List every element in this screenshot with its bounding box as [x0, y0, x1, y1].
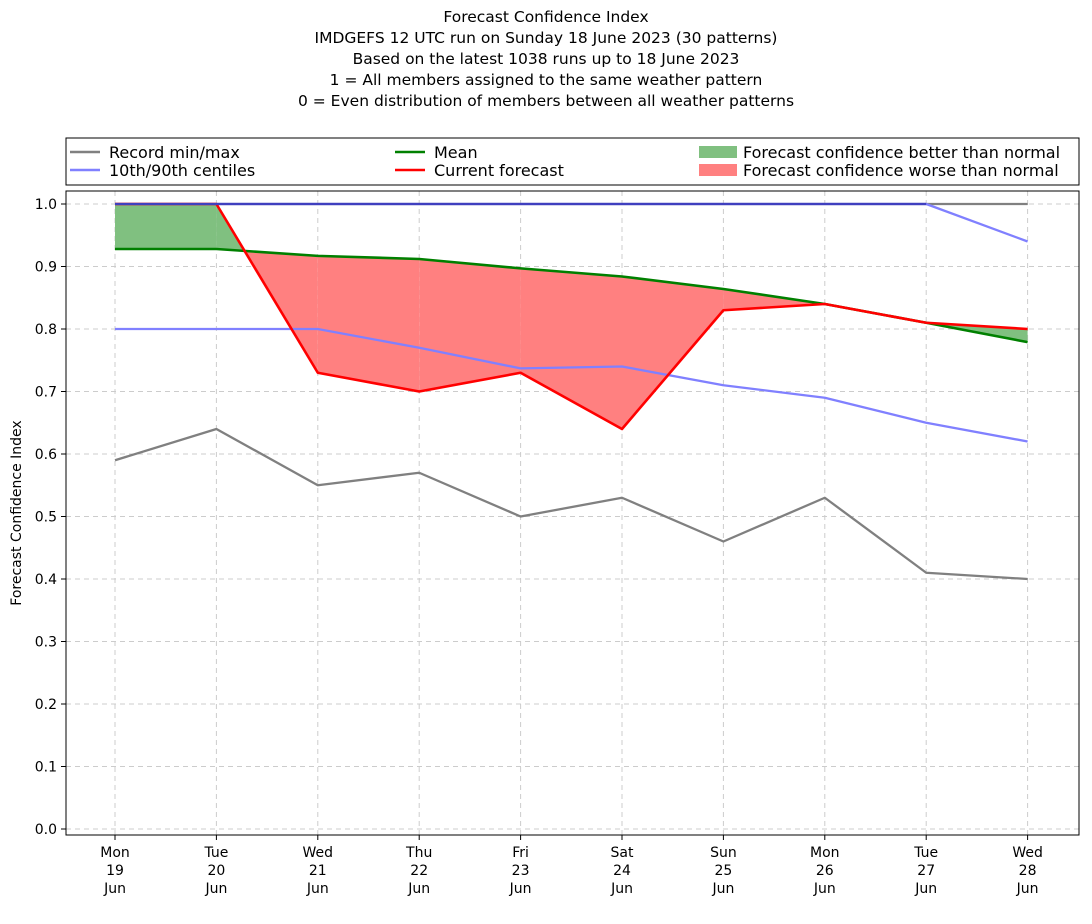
chart-subtitle-4: 0 = Even distribution of members between… — [297, 92, 795, 110]
x-tick-label: Tue — [203, 845, 228, 861]
chart-title: Forecast Confidence Index — [443, 8, 649, 26]
x-tick-label: 28 — [1019, 863, 1037, 879]
x-tick-label: Jun — [914, 881, 937, 897]
x-tick-label: Mon — [810, 845, 840, 861]
y-tick-label: 0.8 — [35, 322, 57, 338]
legend-label: Mean — [434, 143, 478, 162]
y-tick-label: 0.7 — [35, 385, 57, 401]
fill-worse-than-normal — [622, 276, 724, 429]
fill-worse-than-normal — [520, 268, 622, 429]
y-tick-label: 0.4 — [35, 572, 57, 588]
chart-subtitle-3: 1 = All members assigned to the same wea… — [329, 71, 763, 89]
fill-better-than-normal — [115, 204, 217, 249]
chart-subtitle-1: IMDGEFS 12 UTC run on Sunday 18 June 202… — [314, 29, 778, 47]
y-tick-label: 0.1 — [35, 760, 57, 776]
series-lines — [114, 202, 1028, 581]
legend-box — [65, 137, 1080, 186]
x-tick-label: Jun — [306, 881, 329, 897]
y-axis-label: Forecast Confidence Index — [9, 420, 25, 605]
x-tick-label: Jun — [813, 881, 836, 897]
x-tick-label: 21 — [309, 863, 327, 879]
y-tick-label: 0.3 — [35, 635, 57, 651]
x-tick-label: Wed — [1012, 845, 1043, 861]
series-line-record-min — [114, 427, 1028, 581]
y-tick-label: 0.0 — [35, 822, 57, 838]
x-tick-label: 19 — [106, 863, 124, 879]
series-line-current — [115, 202, 1028, 431]
fill-worse-than-normal — [419, 259, 521, 392]
legend-label: Current forecast — [434, 161, 564, 180]
legend-swatch-patch — [699, 146, 737, 158]
x-tick-label: Sun — [710, 845, 737, 861]
legend-swatch-patch — [699, 164, 737, 176]
x-tick-label: Jun — [204, 881, 227, 897]
x-tick-label: Wed — [303, 845, 334, 861]
legend-label: Forecast confidence worse than normal — [743, 161, 1059, 180]
x-tick-label: 20 — [207, 863, 225, 879]
x-tick-label: Jun — [610, 881, 633, 897]
x-tick-label: Tue — [913, 845, 938, 861]
x-tick-label: Jun — [103, 881, 126, 897]
x-tick-label: 22 — [410, 863, 428, 879]
x-tick-label: 25 — [714, 863, 732, 879]
y-tick-label: 0.2 — [35, 697, 57, 713]
x-tick-label: 24 — [613, 863, 631, 879]
y-tick-label: 0.5 — [35, 510, 57, 526]
plot-frame — [65, 190, 1080, 836]
series-line-p90 — [115, 202, 1028, 243]
legend-label: Forecast confidence better than normal — [743, 143, 1060, 162]
x-tick-label: Mon — [100, 845, 130, 861]
y-tick-label: 0.9 — [35, 260, 57, 276]
y-tick-label: 1.0 — [35, 197, 57, 213]
x-tick-label: Thu — [405, 845, 432, 861]
x-tick-label: Jun — [509, 881, 532, 897]
x-tick-label: Jun — [407, 881, 430, 897]
axes: 0.0 0.1 0.2 0.3 0.4 0.5 0.6 0.7 0.8 0.9 1.0 Mon 19 Ju… — [9, 190, 1080, 897]
legend-label: 10th/90th centiles — [109, 161, 255, 180]
x-tick-label: Sat — [611, 845, 634, 861]
chart-subtitle-2: Based on the latest 1038 runs up to 18 J… — [352, 50, 740, 68]
y-tick-label: 0.6 — [35, 447, 57, 463]
x-tick-label: Fri — [512, 845, 529, 861]
legend-label: Record min/max — [109, 143, 240, 162]
x-tick-label: 27 — [917, 863, 935, 879]
x-tick-label: 23 — [512, 863, 530, 879]
series-line-p10 — [115, 327, 1028, 443]
fill-worse-than-normal — [317, 255, 420, 392]
x-tick-label: 26 — [816, 863, 834, 879]
x-tick-label: Jun — [1016, 881, 1039, 897]
x-tick-label: Jun — [711, 881, 734, 897]
